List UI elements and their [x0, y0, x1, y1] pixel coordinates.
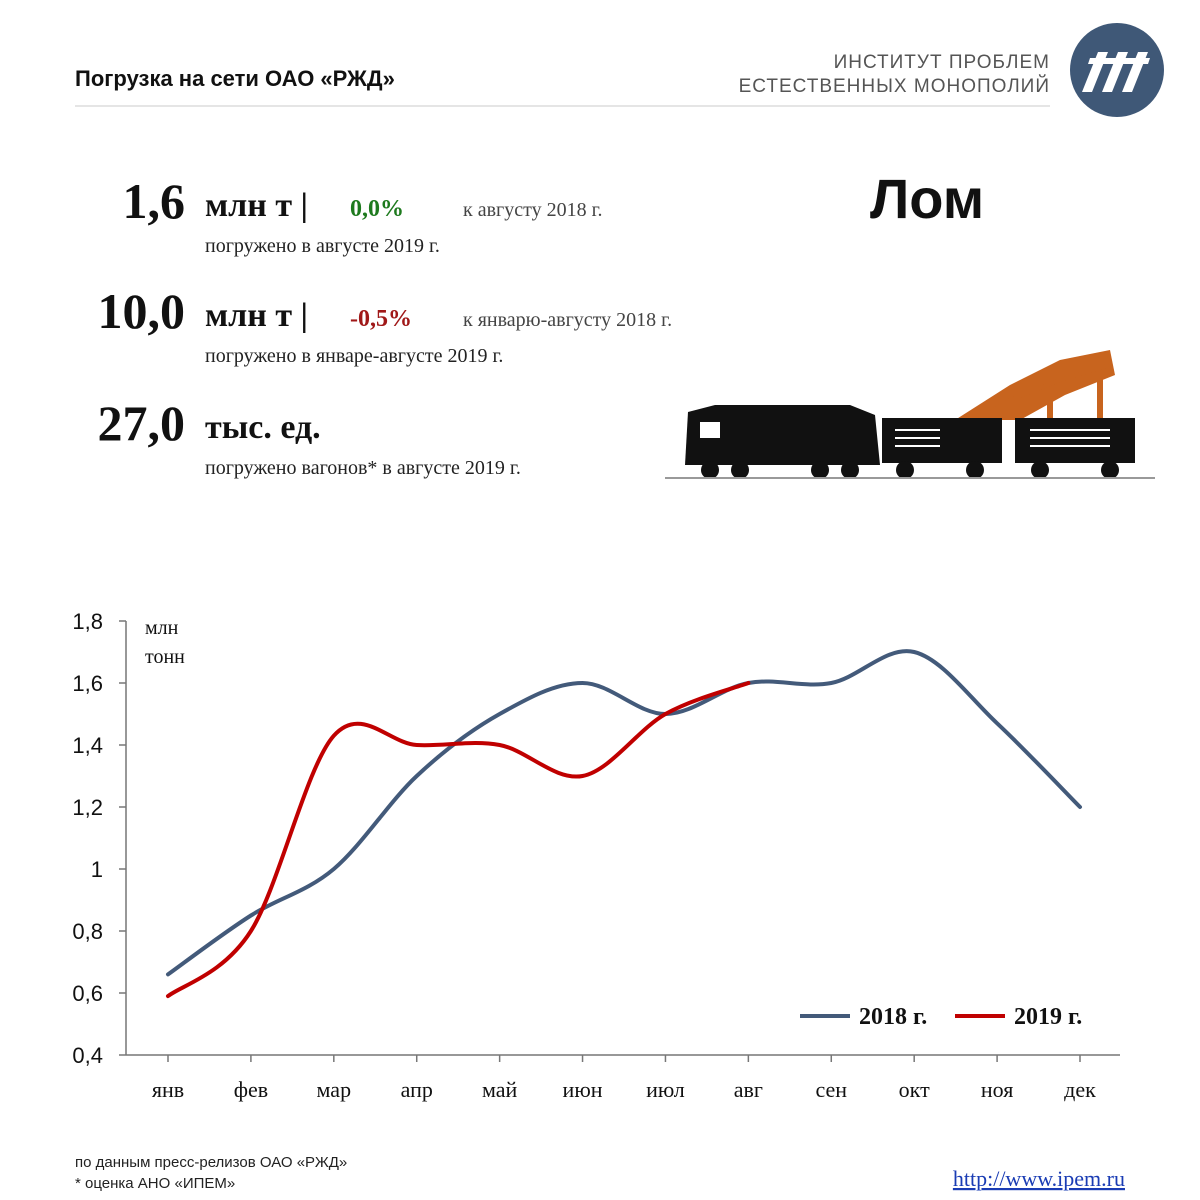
y-tick-label: 0,4: [72, 1043, 103, 1068]
series-line: [166, 649, 1082, 977]
stat-note: погружено в августе 2019 г.: [205, 235, 440, 257]
legend-label: 2019 г.: [1014, 1004, 1082, 1030]
source-note: * оценка АНО «ИПЕМ»: [75, 1175, 235, 1192]
series-line: [166, 681, 751, 999]
x-tick-label: янв: [152, 1077, 184, 1102]
y-tick-label: 1,6: [72, 671, 103, 696]
x-tick-label: фев: [234, 1077, 268, 1102]
x-tick-label: апр: [401, 1077, 433, 1102]
stat-change: -0,5%: [350, 306, 412, 332]
page-title: Погрузка на сети ОАО «РЖД»: [75, 66, 395, 91]
stat-value: 1,6: [123, 173, 186, 229]
site-link[interactable]: http://www.ipem.ru: [953, 1166, 1125, 1191]
x-tick-label: окт: [899, 1077, 930, 1102]
x-tick-label: дек: [1064, 1077, 1096, 1102]
stat-compare: к августу 2018 г.: [463, 199, 603, 221]
y-tick-label: 0,6: [72, 981, 103, 1006]
stat-unit: тыс. ед.: [205, 409, 321, 446]
x-tick-label: ноя: [981, 1077, 1013, 1102]
x-tick-label: июл: [646, 1077, 685, 1102]
y-tick-label: 1,2: [72, 795, 103, 820]
train-illustration: [665, 350, 1155, 479]
stat-note: погружено вагонов* в августе 2019 г.: [205, 457, 521, 479]
y-axis-label: млн: [145, 617, 179, 639]
org-name: ИНСТИТУТ ПРОБЛЕМ: [834, 52, 1050, 73]
x-tick-label: авг: [734, 1077, 763, 1102]
y-tick-label: 1,8: [72, 609, 103, 634]
org-name: ЕСТЕСТВЕННЫХ МОНОПОЛИЙ: [739, 75, 1050, 97]
stat-value: 10,0: [98, 283, 186, 339]
stat-compare: к январю-августу 2018 г.: [463, 309, 672, 331]
cargo-name: Лом: [870, 167, 984, 230]
x-tick-label: сен: [815, 1077, 847, 1102]
stat-value: 27,0: [98, 395, 186, 451]
x-tick-label: июн: [563, 1077, 603, 1102]
y-tick-label: 1: [91, 857, 103, 882]
legend-label: 2018 г.: [859, 1004, 927, 1030]
x-tick-label: мар: [317, 1077, 352, 1102]
stat-note: погружено в январе-августе 2019 г.: [205, 345, 503, 367]
stat-change: 0,0%: [350, 196, 404, 222]
y-tick-label: 0,8: [72, 919, 103, 944]
x-tick-label: май: [482, 1077, 518, 1102]
logo: [1070, 23, 1164, 117]
source-note: по данным пресс-релизов ОАО «РЖД»: [75, 1154, 347, 1171]
y-tick-label: 1,4: [72, 733, 103, 758]
y-axis-label: тонн: [145, 646, 185, 668]
stat-unit: млн т |: [205, 187, 308, 224]
stat-unit: млн т |: [205, 297, 308, 334]
